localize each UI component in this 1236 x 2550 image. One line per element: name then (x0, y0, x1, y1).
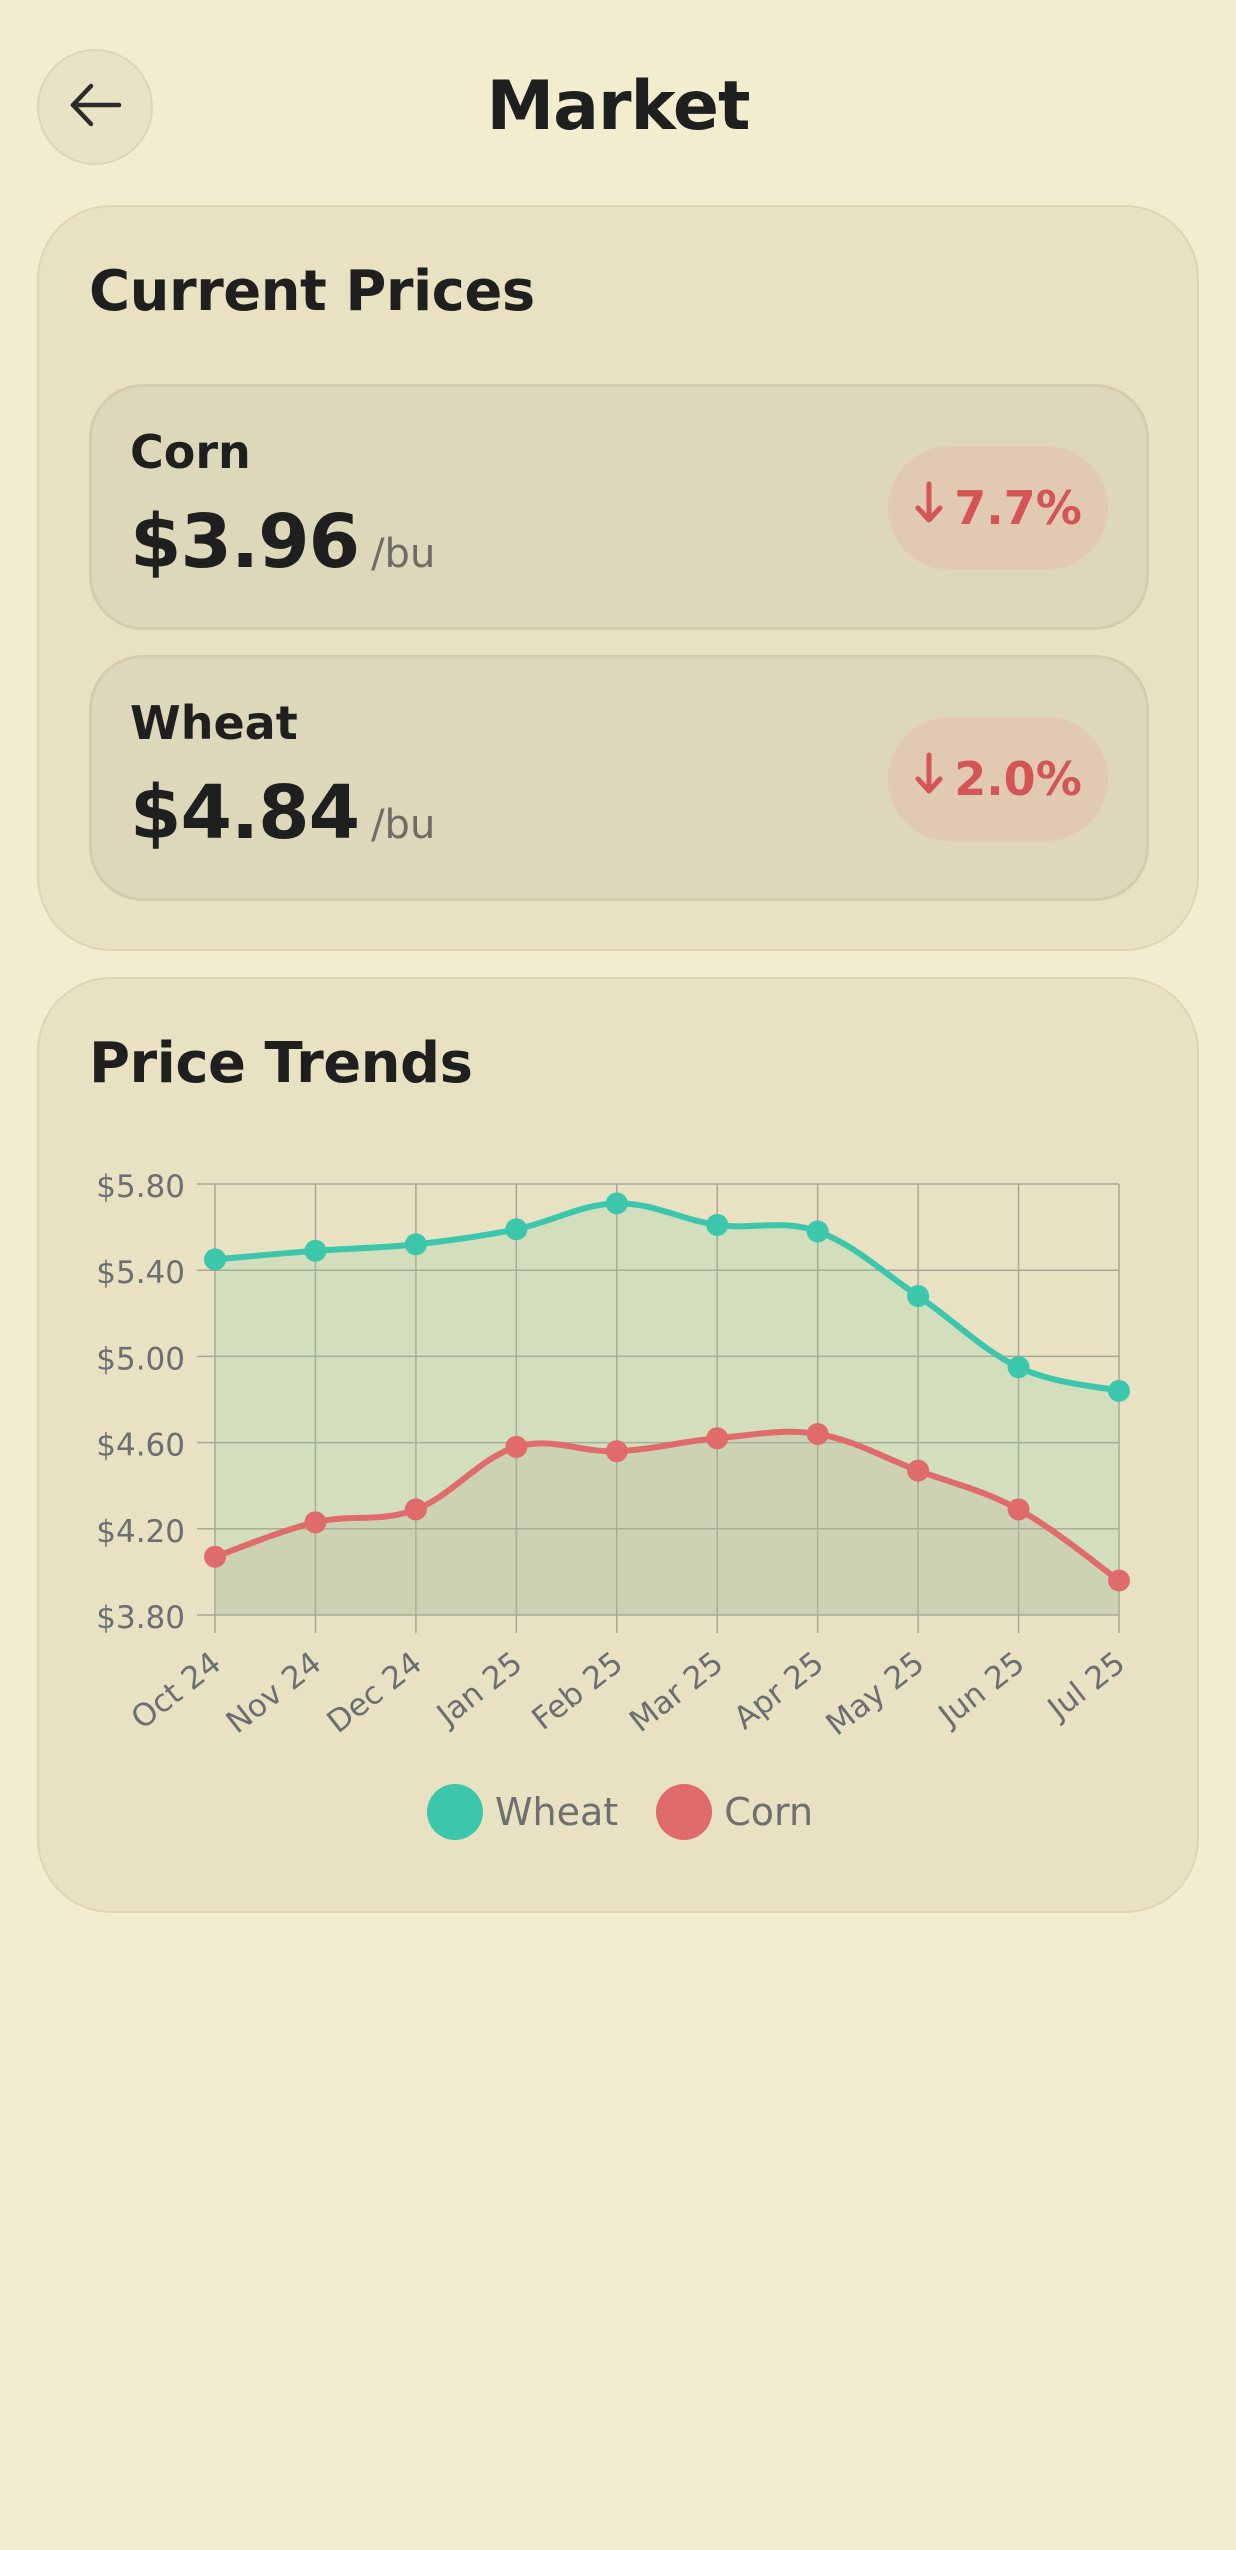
crop-price-value: $3.96 (130, 499, 360, 585)
price-trends-card: Price Trends $5.80 $5.40 $5.00 $4.60 $4.20 $3… (37, 977, 1199, 1913)
price-trends-title: Price Trends (89, 1031, 473, 1096)
legend-item-corn[interactable]: Corn (656, 1784, 813, 1840)
legend-item-wheat[interactable]: Wheat (426, 1784, 619, 1840)
series-line-corn (212, 1428, 1122, 1584)
change-badge: 7.7% (888, 446, 1108, 570)
data-point-wheat (706, 1213, 729, 1236)
price-row-wheat[interactable]: Wheat $4.84/bu 2.0% (89, 655, 1149, 901)
change-value: 2.0% (954, 752, 1082, 806)
price-trend-chart: $5.80 $5.40 $5.00 $4.60 $4.20 $3.80 Oct 24Nov … (96, 1169, 1132, 1743)
data-point-corn (1007, 1498, 1030, 1521)
data-point-corn (706, 1427, 729, 1450)
header: Market (0, 0, 1236, 215)
chart-legend: Wheat Corn (39, 1784, 1201, 1840)
crop-name: Wheat (130, 696, 298, 750)
data-point-wheat (505, 1218, 528, 1241)
change-value: 7.7% (954, 481, 1082, 535)
legend-label-wheat: Wheat (494, 1790, 619, 1834)
legend-swatch-wheat (426, 1784, 483, 1840)
y-tick-label: $5.00 (96, 1341, 185, 1377)
x-tick-label: Oct 24 (125, 1645, 228, 1737)
current-prices-title: Current Prices (89, 259, 535, 324)
data-point-wheat (404, 1233, 427, 1256)
back-button[interactable] (37, 49, 153, 165)
change-badge: 2.0% (888, 717, 1108, 841)
data-point-wheat (304, 1239, 327, 1262)
data-point-wheat (605, 1192, 628, 1215)
y-tick-label: $4.60 (96, 1428, 185, 1464)
data-point-corn (605, 1440, 628, 1463)
series-area-corn (215, 1431, 1119, 1615)
data-point-corn (1108, 1569, 1130, 1592)
series-area-wheat (215, 1203, 1119, 1615)
crop-name: Corn (130, 425, 251, 479)
y-tick-label: $5.80 (96, 1169, 185, 1205)
series-line-wheat (212, 1200, 1122, 1394)
data-point-wheat (806, 1220, 829, 1243)
arrow-left-icon (65, 80, 125, 134)
data-point-corn (505, 1435, 528, 1458)
crop-price: $3.96/bu (130, 499, 435, 585)
data-point-corn (806, 1422, 829, 1445)
data-point-wheat (1007, 1356, 1030, 1379)
x-tick-label: Jul 25 (1040, 1645, 1132, 1728)
data-point-corn (404, 1498, 427, 1521)
crop-price-unit: /bu (371, 802, 436, 848)
y-tick-label: $3.80 (96, 1600, 185, 1636)
current-prices-card: Current Prices Corn $3.96/bu 7.7% Wheat … (37, 205, 1199, 951)
x-tick-label: Apr 25 (727, 1645, 830, 1737)
legend-swatch-corn (656, 1784, 713, 1840)
data-point-corn (304, 1511, 327, 1534)
x-tick-label: Mar 25 (623, 1645, 730, 1740)
x-tick-label: Nov 24 (220, 1645, 329, 1741)
crop-price: $4.84/bu (130, 770, 435, 856)
x-tick-label: May 25 (820, 1645, 932, 1743)
data-point-corn (204, 1545, 226, 1568)
legend-label-corn: Corn (724, 1790, 814, 1834)
arrow-down-icon (914, 752, 944, 807)
x-tick-label: Dec 24 (321, 1645, 429, 1741)
x-tick-label: Jun 25 (931, 1645, 1032, 1735)
arrow-down-icon (914, 481, 944, 536)
data-point-corn (907, 1459, 930, 1482)
y-tick-label: $5.40 (96, 1255, 185, 1291)
y-tick-label: $4.20 (96, 1514, 185, 1550)
x-tick-label: Jan 25 (429, 1645, 529, 1734)
page-title: Market (486, 67, 750, 146)
data-point-wheat (1108, 1379, 1130, 1402)
crop-price-value: $4.84 (130, 770, 360, 856)
data-point-wheat (907, 1285, 930, 1308)
crop-price-unit: /bu (371, 531, 436, 577)
data-point-wheat (204, 1248, 226, 1271)
x-tick-label: Feb 25 (525, 1645, 629, 1738)
price-row-corn[interactable]: Corn $3.96/bu 7.7% (89, 384, 1149, 630)
